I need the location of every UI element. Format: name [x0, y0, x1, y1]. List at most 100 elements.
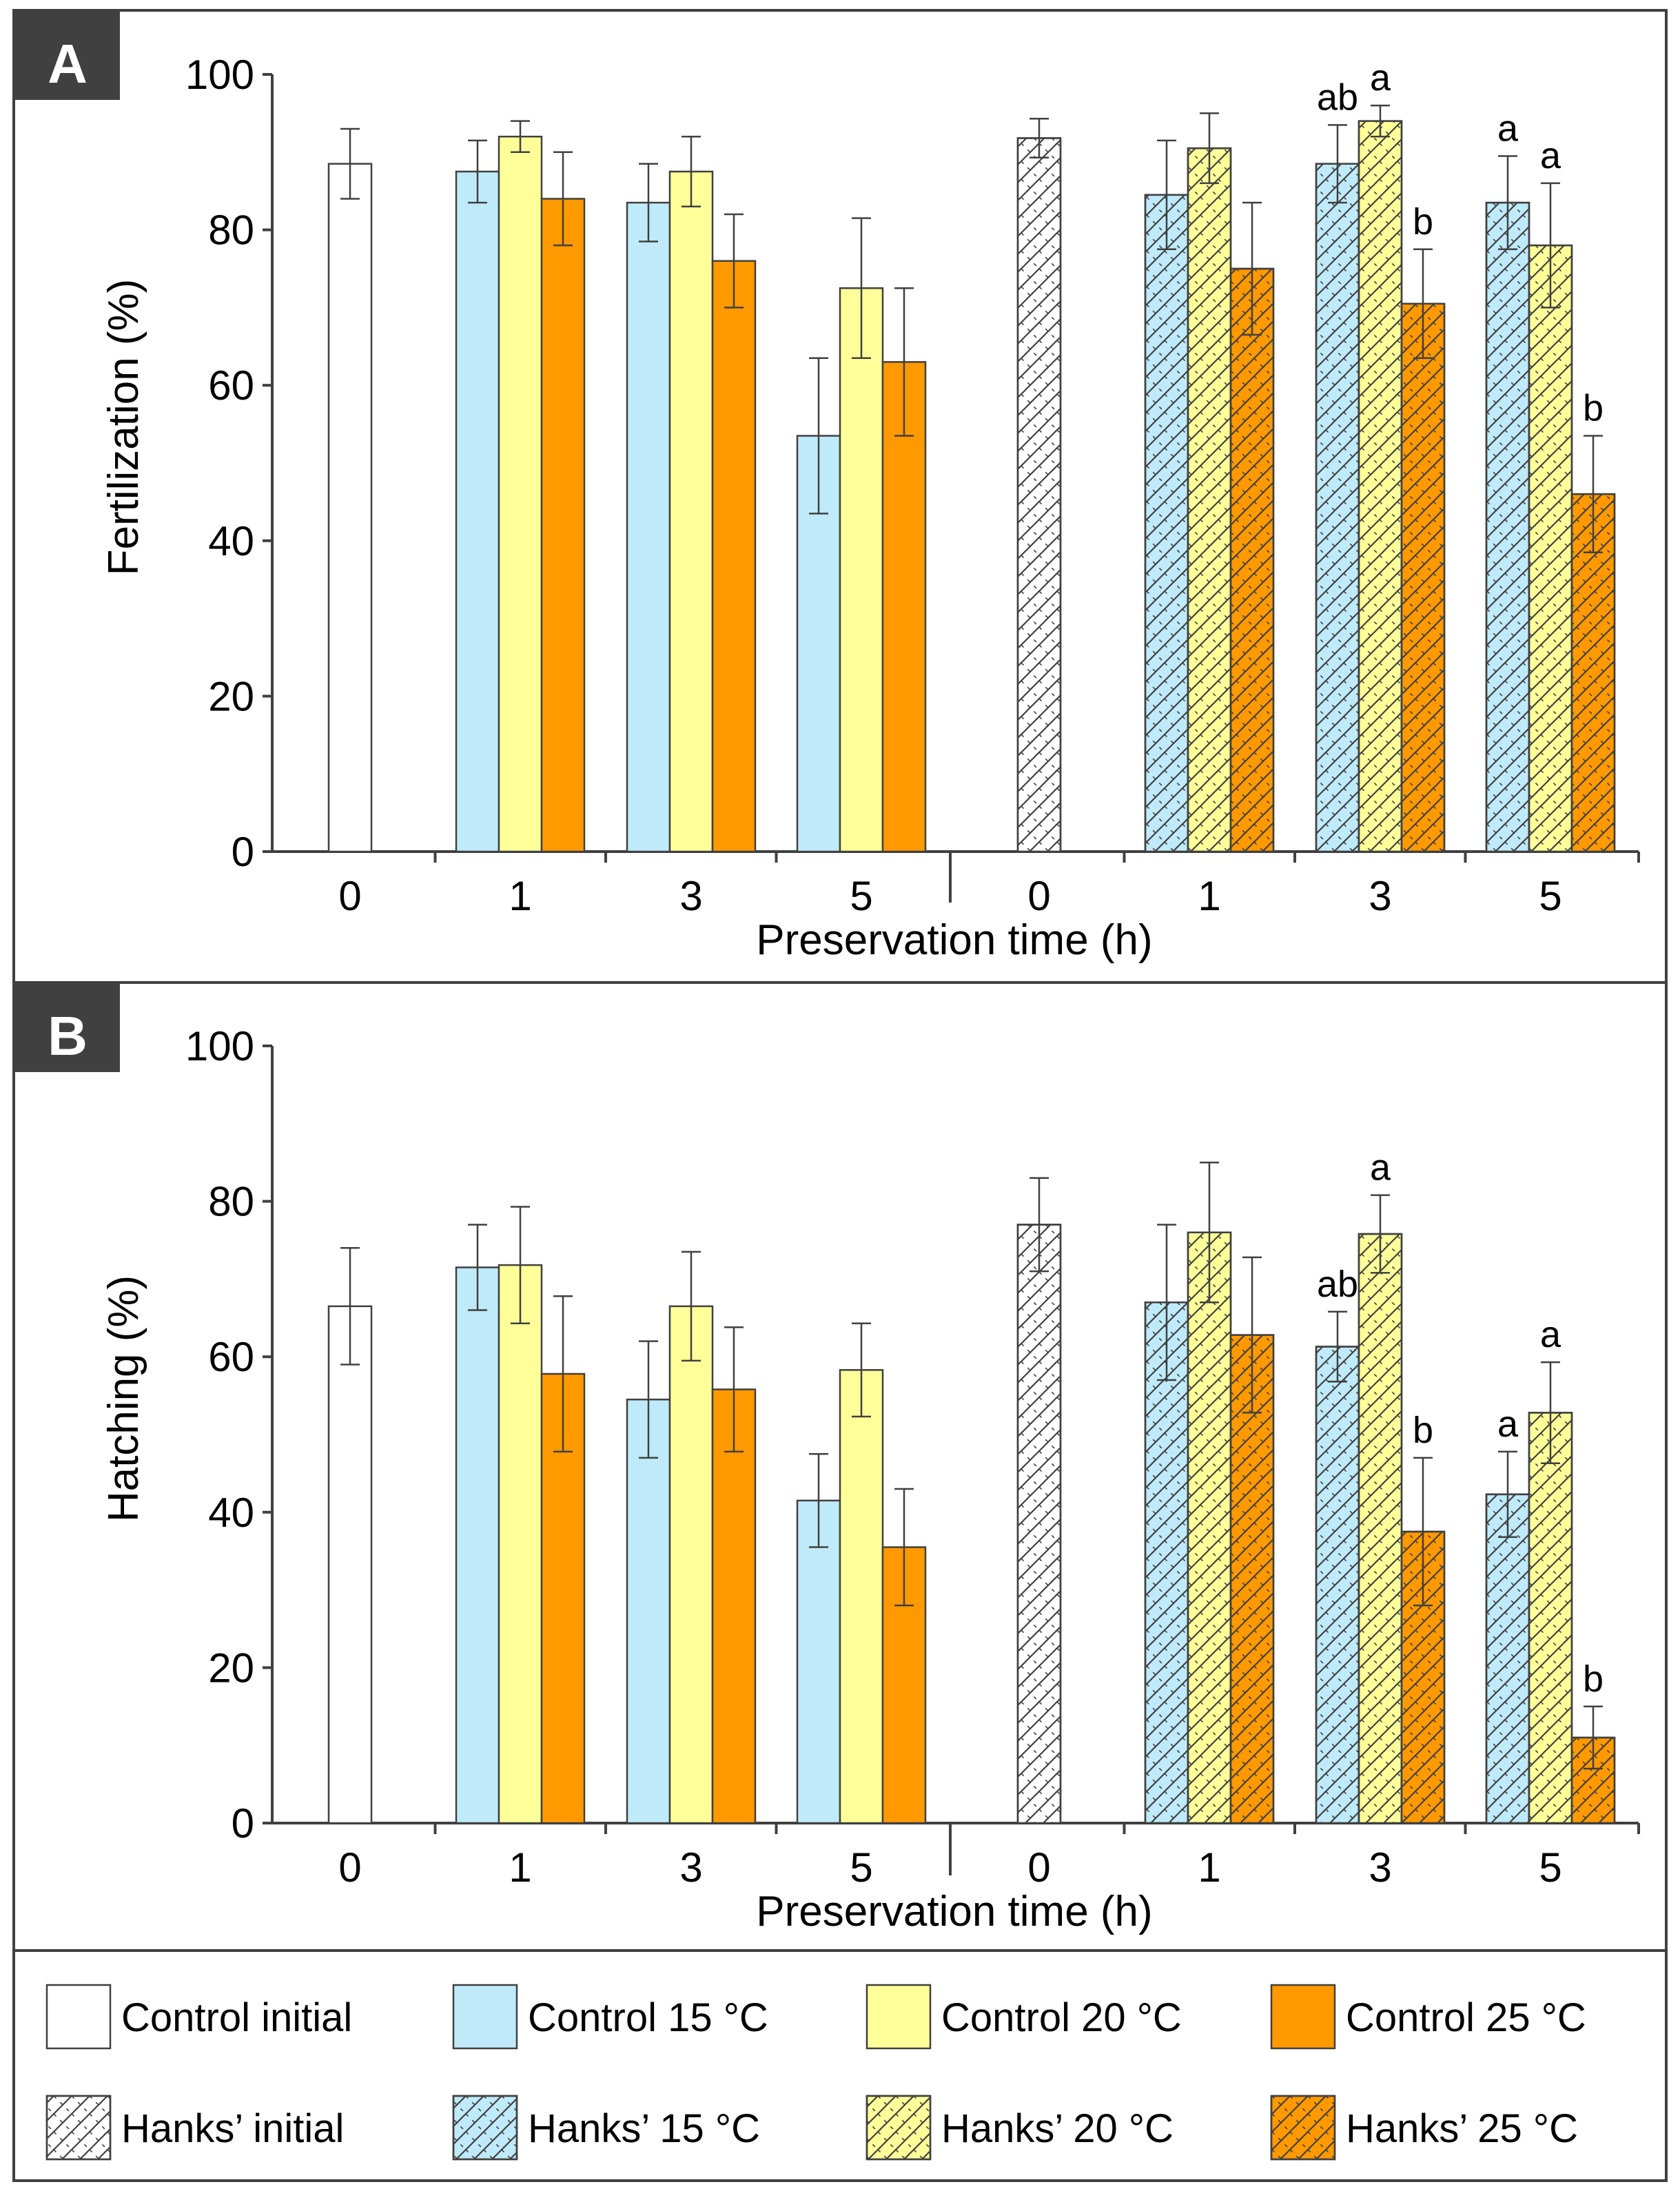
bar: [540, 198, 586, 853]
legend-label: Hanks’ initial: [121, 2106, 344, 2151]
x-tick-label: 5: [1539, 1844, 1561, 1891]
y-tick-label: 100: [185, 1023, 254, 1069]
bar: [327, 1305, 373, 1824]
bar-hatch: [1485, 1493, 1530, 1824]
bar: [498, 1264, 543, 1824]
bar-hatch: [1315, 163, 1360, 853]
legend-swatch: [1270, 1984, 1336, 2050]
legend-label: Control initial: [121, 1995, 352, 2040]
bar-hatch: [1016, 137, 1062, 853]
y-tick-label: 40: [208, 1490, 254, 1536]
x-tick-label: 3: [1369, 873, 1391, 919]
bar-hatch: [1400, 302, 1446, 853]
bar-hatch: [1358, 120, 1403, 853]
x-tick-label: 3: [679, 873, 702, 919]
legend-swatch-hatch: [865, 2095, 932, 2161]
y-axis-label: Fertilization (%): [100, 279, 147, 576]
bar-hatch: [1187, 147, 1232, 853]
x-tick-label: 3: [1369, 1844, 1391, 1891]
bar: [668, 1305, 714, 1824]
significance-label: ab: [1317, 1264, 1358, 1305]
panel-b: B Hatching (%) Preservation time (h) 0 20…: [15, 984, 1640, 1935]
legend-swatch-hatch: [45, 2095, 112, 2161]
bar: [455, 1266, 500, 1824]
x-axis-label: Preservation time (h): [756, 1888, 1152, 1935]
legend-item: Control 25 °C: [1270, 1984, 1586, 2050]
panel-a: A Fertilization (%) Preservation time (h…: [15, 12, 1640, 964]
panel-label: A: [48, 33, 88, 94]
legend-swatch-hatch: [452, 2095, 518, 2161]
bar-hatch: [1144, 1301, 1189, 1824]
x-tick-label: 1: [509, 1844, 531, 1891]
significance-label: a: [1370, 1147, 1391, 1189]
bar-hatch: [1570, 493, 1616, 853]
bar-hatch: [1528, 1412, 1573, 1824]
legend-item: Hanks’ 25 °C: [1270, 2095, 1578, 2161]
bar: [626, 1398, 671, 1824]
bar: [626, 201, 671, 853]
bar: [711, 1388, 757, 1824]
x-tick-label: 5: [1539, 873, 1561, 919]
significance-label: b: [1583, 1658, 1604, 1700]
bar-hatch: [1358, 1233, 1403, 1824]
bar: [455, 170, 500, 853]
figure-frame: [12, 9, 1668, 2182]
legend-label: Hanks’ 15 °C: [528, 2106, 760, 2151]
x-tick-label: 5: [850, 1844, 872, 1891]
bar-hatch: [1229, 1334, 1275, 1824]
y-tick-label: 0: [232, 1800, 254, 1847]
significance-label: a: [1540, 1314, 1561, 1355]
legend-item: Control 15 °C: [452, 1984, 768, 2050]
x-tick-label: 1: [1198, 1844, 1220, 1891]
bar-hatch: [1144, 194, 1189, 853]
significance-label: a: [1497, 1403, 1519, 1445]
legend: Control initial Control 15 °C Control 20 °…: [45, 1984, 1586, 2161]
x-tick-label: 1: [1198, 873, 1220, 919]
bar: [839, 1369, 884, 1824]
bar-hatch: [1229, 267, 1275, 853]
legend-item: Hanks’ 15 °C: [452, 2095, 760, 2161]
bar-hatch: [1485, 201, 1530, 853]
significance-label: b: [1413, 201, 1433, 243]
x-axis-label: Preservation time (h): [756, 916, 1152, 964]
legend-label: Hanks’ 20 °C: [941, 2106, 1174, 2151]
legend-swatch: [452, 1984, 518, 2050]
legend-label: Control 20 °C: [941, 1995, 1182, 2040]
significance-label: b: [1413, 1410, 1433, 1451]
significance-label: ab: [1317, 76, 1358, 118]
legend-item: Hanks’ 20 °C: [865, 2095, 1174, 2161]
legend-item: Control 20 °C: [865, 1984, 1182, 2050]
x-tick-label: 0: [1027, 1844, 1050, 1891]
bar-hatch: [1187, 1231, 1232, 1824]
legend-label: Control 25 °C: [1346, 1995, 1586, 2040]
significance-label: b: [1583, 388, 1604, 429]
x-tick-label: 3: [679, 1844, 702, 1891]
legend-swatch: [45, 1984, 112, 2050]
x-tick-label: 5: [850, 873, 872, 919]
y-tick-label: 20: [208, 1645, 254, 1691]
bar: [711, 260, 757, 853]
bar: [327, 163, 373, 853]
legend-swatch: [865, 1984, 932, 2050]
legend-label: Hanks’ 25 °C: [1346, 2106, 1578, 2151]
x-tick-label: 0: [338, 1844, 361, 1891]
significance-label: a: [1497, 107, 1519, 149]
y-tick-label: 40: [208, 518, 254, 564]
panel-label-box: [15, 12, 120, 100]
x-tick-label: 1: [509, 873, 531, 919]
x-tick-label: 0: [338, 873, 361, 919]
panel-label-box: [15, 984, 120, 1072]
y-tick-label: 80: [208, 207, 254, 254]
y-tick-label: 80: [208, 1179, 254, 1225]
y-tick-label: 60: [208, 362, 254, 409]
significance-label: a: [1370, 57, 1391, 99]
panel-label: B: [48, 1005, 88, 1067]
bar-hatch: [1528, 244, 1573, 853]
legend-label: Control 15 °C: [528, 1995, 768, 2040]
bar: [796, 1499, 841, 1824]
y-tick-label: 0: [232, 829, 254, 875]
bar: [498, 135, 543, 853]
